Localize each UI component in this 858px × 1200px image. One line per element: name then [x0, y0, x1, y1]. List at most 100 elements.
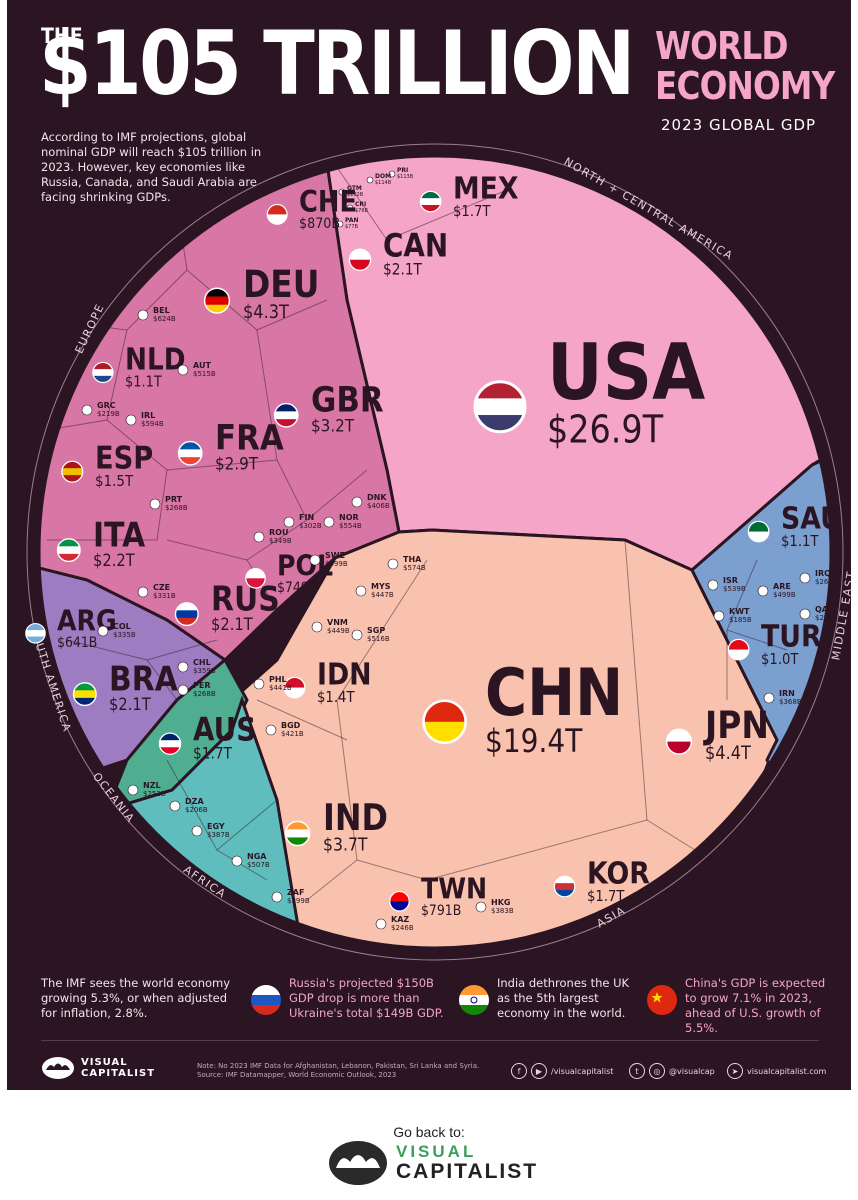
- youtube-icon[interactable]: ▶: [531, 1063, 547, 1079]
- bra-flag-icon: [72, 682, 97, 707]
- country-value-jpn: $4.4T: [705, 743, 751, 764]
- country-code-isr: ISR: [723, 576, 738, 585]
- go-back-logo-line1: VISUAL: [396, 1142, 477, 1161]
- country-value-pol: $749B: [277, 580, 317, 596]
- rou-flag-icon: [253, 531, 265, 543]
- region-middle-east: [690, 417, 831, 948]
- pol-flag-icon: [245, 568, 266, 589]
- social-website[interactable]: ➤ visualcapitalist.com: [727, 1063, 826, 1079]
- country-value-pri: $113B: [397, 174, 414, 180]
- cursor-icon[interactable]: ➤: [727, 1063, 743, 1079]
- country-value-nga: $507B: [247, 861, 270, 869]
- nld-flag-icon: [92, 361, 114, 384]
- country-value-isr: $539B: [723, 585, 746, 593]
- footer-logo-line2: CAPITALIST: [81, 1068, 156, 1079]
- country-value-kaz: $246B: [391, 924, 414, 932]
- country-code-cze: CZE: [153, 583, 170, 592]
- fra-flag-icon: [177, 440, 203, 466]
- country-code-kaz: KAZ: [391, 915, 409, 924]
- country-value-rou: $349B: [269, 537, 292, 545]
- instagram-icon[interactable]: ◎: [649, 1063, 665, 1079]
- irq-flag-icon: [799, 572, 811, 584]
- country-code-jpn: JPN: [703, 704, 769, 748]
- social-handle-1[interactable]: /visualcapitalist: [551, 1066, 614, 1076]
- outer-ring: [26, 143, 844, 961]
- country-code-aus: AUS: [193, 712, 256, 749]
- country-value-nzl: $252B: [143, 790, 166, 798]
- footer-note: Note: No 2023 IMF Data for Afghanistan, …: [197, 1062, 479, 1080]
- country-code-ita: ITA: [93, 515, 145, 555]
- country-value-fin: $302B: [299, 522, 322, 530]
- footer-fact-china: China's GDP is expected to grow 7.1% in …: [685, 976, 826, 1035]
- country-code-irl: IRL: [141, 411, 155, 420]
- country-code-can: CAN: [383, 228, 448, 265]
- country-value-bel: $624B: [153, 315, 176, 323]
- country-code-tha: THA: [403, 555, 422, 564]
- chn-flag-icon: [422, 699, 467, 745]
- country-value-tur: $1.0T: [761, 651, 799, 668]
- grc-flag-icon: [81, 404, 93, 416]
- country-code-col: COL: [113, 622, 131, 631]
- country-code-egy: EGY: [207, 822, 225, 831]
- country-value-bgd: $421B: [281, 730, 304, 738]
- social-twitter-instagram[interactable]: t ◎ @visualcap: [629, 1063, 715, 1079]
- country-code-grc: GRC: [97, 401, 116, 410]
- country-value-aus: $1.7T: [193, 745, 233, 763]
- aus-flag-icon: [158, 732, 182, 755]
- country-code-nzl: NZL: [143, 781, 161, 790]
- hkg-flag-icon: [475, 901, 487, 913]
- country-value-gtm: $102B: [347, 192, 364, 198]
- country-code-pol: POL: [277, 550, 333, 583]
- swe-flag-icon: [309, 554, 321, 566]
- visual-capitalist-logo-icon: [42, 1057, 74, 1079]
- country-value-grc: $219B: [97, 410, 120, 418]
- tha-flag-icon: [387, 558, 399, 570]
- go-back-text[interactable]: Go back to:: [393, 1124, 465, 1140]
- mex-flag-icon: [419, 190, 442, 213]
- country-value-can: $2.1T: [383, 261, 423, 279]
- idn-flag-icon: [283, 676, 306, 699]
- kwt-flag-icon: [713, 610, 725, 622]
- country-code-vnm: VNM: [327, 618, 348, 627]
- country-value-bra: $2.1T: [109, 694, 151, 714]
- twn-flag-icon: [389, 891, 410, 912]
- social-handle-3[interactable]: visualcapitalist.com: [747, 1066, 827, 1076]
- country-code-sgp: SGP: [367, 626, 385, 635]
- country-value-sgp: $516B: [367, 635, 390, 643]
- per-flag-icon: [177, 684, 189, 696]
- twitter-icon[interactable]: t: [629, 1063, 645, 1079]
- country-code-phl: PHL: [269, 675, 287, 684]
- social-facebook-youtube[interactable]: f ▶ /visualcapitalist: [511, 1063, 613, 1079]
- country-value-vnm: $449B: [327, 627, 350, 635]
- footer-note-text: Note: No 2023 IMF Data for Afghanistan, …: [197, 1062, 480, 1070]
- country-code-bra: BRA: [109, 659, 178, 699]
- irn-flag-icon: [763, 692, 775, 704]
- cri-flag-icon: [346, 204, 354, 212]
- country-value-arg: $641B: [57, 635, 97, 651]
- country-value-dnk: $406B: [367, 502, 390, 510]
- footer-logo[interactable]: VISUAL CAPITALIST: [41, 1056, 155, 1080]
- country-value-deu: $4.3T: [243, 302, 289, 323]
- country-code-nor: NOR: [339, 513, 359, 522]
- country-value-idn: $1.4T: [317, 689, 355, 706]
- fin-flag-icon: [283, 516, 295, 528]
- esp-flag-icon: [61, 460, 84, 483]
- facebook-icon[interactable]: f: [511, 1063, 527, 1079]
- pan-flag-icon: [336, 220, 344, 228]
- zaf-flag-icon: [271, 891, 283, 903]
- country-code-qat: QAT: [815, 605, 833, 614]
- social-handle-2[interactable]: @visualcap: [669, 1066, 715, 1076]
- country-value-egy: $387B: [207, 831, 230, 839]
- country-code-kwt: KWT: [729, 607, 750, 616]
- go-back-logo[interactable]: VISUAL CAPITALIST: [328, 1140, 538, 1186]
- country-value-qat: $220B: [815, 614, 838, 622]
- infographic-poster: THE $105 TRILLION WORLD ECONOMY 2023 GLO…: [7, 0, 851, 1090]
- kor-flag-icon: [553, 875, 576, 898]
- country-value-prt: $268B: [165, 504, 188, 512]
- footer-divider: [41, 1040, 819, 1041]
- title-amount: $105 TRILLION: [39, 12, 635, 115]
- country-code-mex: MEX: [453, 170, 519, 206]
- country-value-cze: $331B: [153, 592, 176, 600]
- country-code-chn: CHN: [485, 656, 623, 731]
- country-value-per: $268B: [193, 690, 216, 698]
